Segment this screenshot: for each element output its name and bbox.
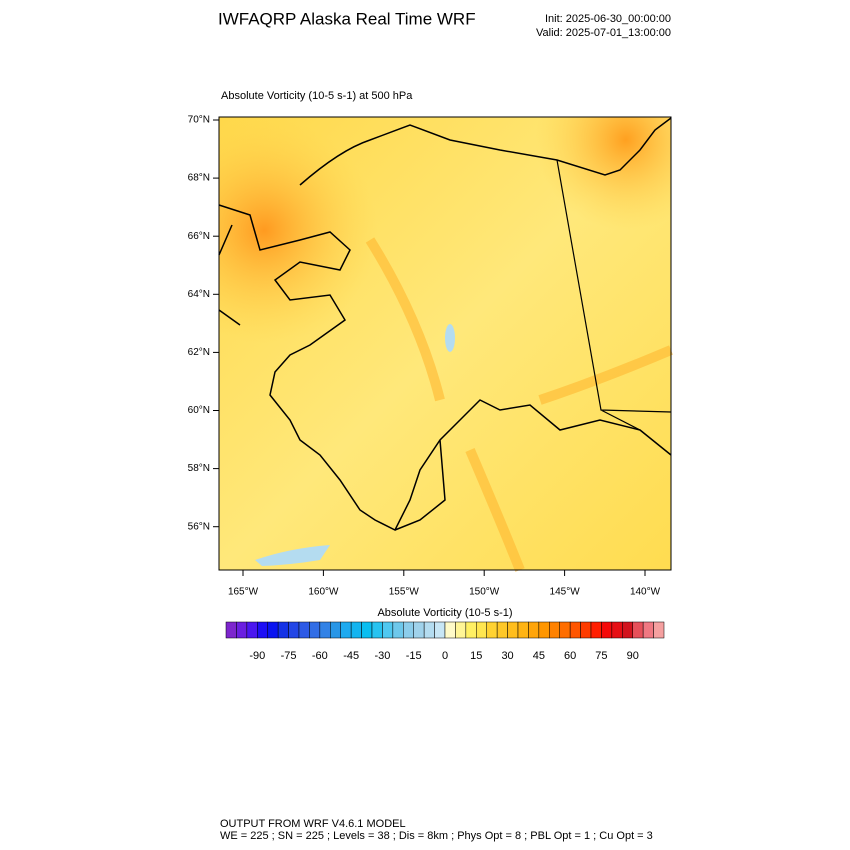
lat-label: 62°N — [188, 347, 210, 358]
color-box — [330, 621, 341, 639]
color-box — [653, 621, 665, 639]
color-box — [569, 621, 581, 639]
color-box — [413, 621, 425, 639]
colorbar-label: -45 — [343, 650, 359, 662]
color-box — [319, 621, 331, 639]
color-box — [288, 621, 300, 639]
valid-time: Valid: 2025-07-01_13:00:00 — [536, 27, 671, 39]
lon-label: 150°W — [469, 587, 500, 598]
map-frame — [218, 116, 672, 571]
color-box — [528, 621, 540, 639]
lat-label: 56°N — [188, 521, 210, 532]
color-box — [350, 621, 362, 639]
subtitle: Absolute Vorticity (10-5 s-1) at 500 hPa — [221, 90, 413, 102]
colorbar: -90 -75 -60 -45 -30 -15 0 15 30 45 60 75 90 — [225, 621, 665, 662]
colorbar-label: -60 — [312, 650, 328, 662]
color-box — [225, 621, 237, 639]
color-box — [507, 621, 519, 639]
color-box — [403, 621, 414, 639]
footer-line: OUTPUT FROM WRF V4.6.1 MODEL — [220, 818, 406, 830]
colorbar-label: 15 — [470, 650, 482, 662]
lat-label: 66°N — [188, 231, 210, 242]
lat-label: 58°N — [188, 463, 210, 474]
lon-label: 155°W — [389, 587, 420, 598]
color-box — [309, 621, 321, 639]
color-box — [455, 621, 467, 639]
lon-label: 140°W — [630, 587, 661, 598]
color-box — [611, 621, 623, 639]
colorbar-title: Absolute Vorticity (10-5 s-1) — [377, 607, 512, 619]
map-ticks: 70°N 68°N 66°N 64°N 62°N 60°N 58°N 56°N 165°W 160… — [188, 115, 661, 598]
color-box — [340, 621, 352, 639]
color-box — [465, 621, 477, 639]
colorbar-label: 0 — [442, 650, 448, 662]
color-box — [580, 621, 592, 639]
color-box — [361, 621, 373, 639]
lon-label: 160°W — [308, 587, 339, 598]
colorbar-label: 45 — [533, 650, 545, 662]
colorbar-label: -30 — [374, 650, 390, 662]
color-box — [371, 621, 383, 639]
color-box — [277, 621, 289, 639]
map — [218, 116, 673, 572]
lat-label: 64°N — [188, 289, 210, 300]
color-box — [622, 621, 633, 639]
color-box — [434, 621, 446, 639]
color-box — [517, 621, 529, 639]
colorbar-label: 60 — [564, 650, 576, 662]
color-box — [601, 621, 613, 639]
color-box — [267, 621, 279, 639]
colorbar-label: 75 — [595, 650, 607, 662]
color-box — [559, 621, 571, 639]
color-box — [496, 621, 508, 639]
colorbar-label: 30 — [501, 650, 513, 662]
color-box — [549, 621, 560, 639]
lat-label: 68°N — [188, 173, 210, 184]
colorbar-label: -15 — [406, 650, 422, 662]
color-box — [486, 621, 498, 639]
color-box — [476, 621, 487, 639]
color-box — [392, 621, 404, 639]
title: IWFAQRP Alaska Real Time WRF — [218, 9, 476, 28]
color-box — [257, 621, 268, 639]
lon-label: 165°W — [228, 587, 259, 598]
colorbar-label: -75 — [281, 650, 297, 662]
field-patch — [255, 545, 330, 566]
color-box — [246, 621, 258, 639]
color-box — [382, 621, 394, 639]
lon-label: 145°W — [550, 587, 581, 598]
footer-line: WE = 225 ; SN = 225 ; Levels = 38 ; Dis … — [220, 830, 653, 842]
init-time: Init: 2025-06-30_00:00:00 — [545, 13, 671, 25]
color-box — [423, 621, 435, 639]
color-box — [632, 621, 644, 639]
coastline — [218, 117, 672, 532]
border — [556, 159, 672, 431]
lat-label: 70°N — [188, 115, 210, 126]
color-box — [444, 621, 456, 639]
color-box — [236, 621, 248, 639]
color-box — [298, 621, 310, 639]
field-band — [365, 237, 673, 572]
color-box — [538, 621, 550, 639]
color-box — [642, 621, 654, 639]
field-shade — [219, 117, 671, 570]
lat-label: 60°N — [188, 405, 210, 416]
colorbar-label: 90 — [627, 650, 639, 662]
colorbar-label: -90 — [249, 650, 265, 662]
field-patch — [445, 324, 455, 352]
color-box — [590, 621, 602, 639]
